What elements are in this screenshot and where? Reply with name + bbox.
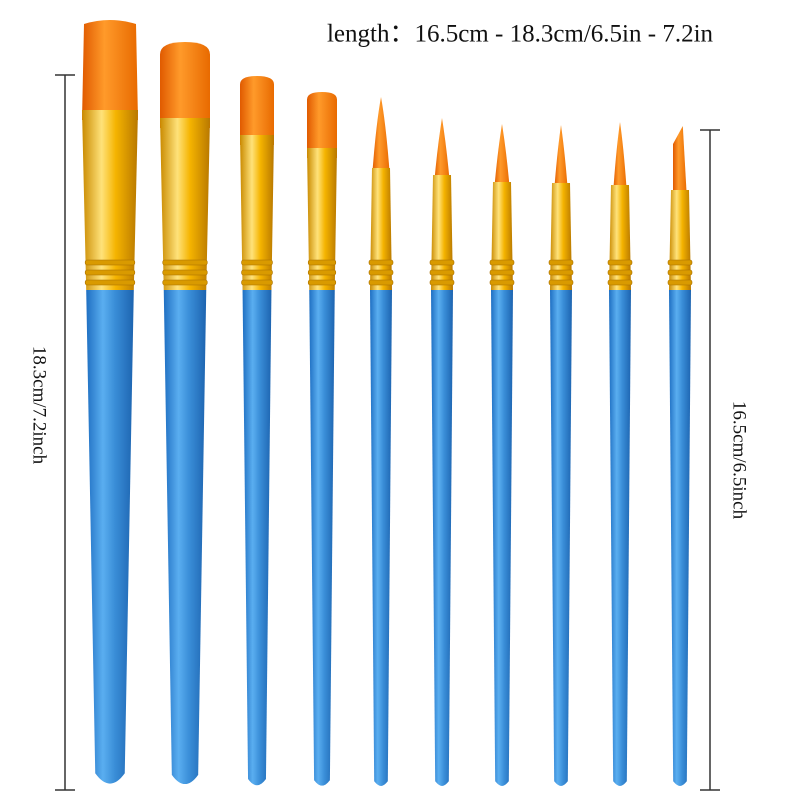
brush-bristles <box>613 122 627 195</box>
ferrule-ring <box>429 259 455 266</box>
brush-bristles <box>494 124 510 192</box>
brush-bristles <box>82 20 138 120</box>
ferrule-ring <box>607 269 633 276</box>
ferrule-ring <box>607 279 633 286</box>
ferrule-ring <box>429 279 455 286</box>
left-label: 18.3cm/7.2inch <box>29 346 50 465</box>
ferrule-ring <box>307 269 337 276</box>
brush-handle <box>491 290 513 786</box>
brush-bristles <box>554 125 568 193</box>
ferrule-ring <box>84 259 136 266</box>
ferrule-ring <box>368 259 394 266</box>
ferrule-ring <box>607 259 633 266</box>
brush-bristles <box>434 118 450 185</box>
ferrule-ring <box>162 269 208 276</box>
ferrule-ring <box>548 259 574 266</box>
brush-handle <box>550 290 572 786</box>
brush-handle <box>431 290 453 786</box>
ferrule-ring <box>368 279 394 286</box>
brush-handle <box>86 290 134 784</box>
brush-handle <box>163 290 207 785</box>
brush-ferrule <box>307 148 337 290</box>
brushes <box>82 20 693 786</box>
brush-handle <box>609 290 631 786</box>
ferrule-ring <box>162 279 208 286</box>
right-measure <box>700 129 720 791</box>
right-label: 16.5cm/6.5inch <box>729 401 750 520</box>
brush-bristles <box>372 97 390 178</box>
brush-handle <box>242 290 272 786</box>
ferrule-ring <box>84 279 136 286</box>
ferrule-ring <box>489 269 515 276</box>
ferrule-ring <box>307 279 337 286</box>
ferrule-ring <box>548 279 574 286</box>
ferrule-ring <box>489 259 515 266</box>
ferrule-ring <box>429 269 455 276</box>
ferrule-ring <box>241 259 273 266</box>
brush-ferrule <box>240 135 274 290</box>
ferrule-ring <box>667 269 693 276</box>
ferrule-ring <box>489 279 515 286</box>
brush-bristles <box>673 126 687 200</box>
title: length：16.5cm - 18.3cm/6.5in - 7.2in <box>327 21 714 48</box>
brush-ferrule <box>370 168 392 290</box>
ferrule-ring <box>548 269 574 276</box>
left-measure <box>55 74 75 791</box>
brush-bristles <box>160 42 210 128</box>
brush-bristles <box>240 76 274 145</box>
brush-handle <box>370 290 392 786</box>
ferrule-ring <box>667 259 693 266</box>
brush-handle <box>309 290 335 786</box>
ferrule-ring <box>667 279 693 286</box>
ferrule-ring <box>241 279 273 286</box>
brush-bristles <box>307 92 337 158</box>
brush-ferrule <box>160 118 210 290</box>
ferrule-ring <box>84 269 136 276</box>
ferrule-ring <box>241 269 273 276</box>
ferrule-ring <box>368 269 394 276</box>
ferrule-ring <box>307 259 337 266</box>
brush-ferrule <box>82 110 138 290</box>
brush-handle <box>669 290 691 786</box>
ferrule-ring <box>162 259 208 266</box>
